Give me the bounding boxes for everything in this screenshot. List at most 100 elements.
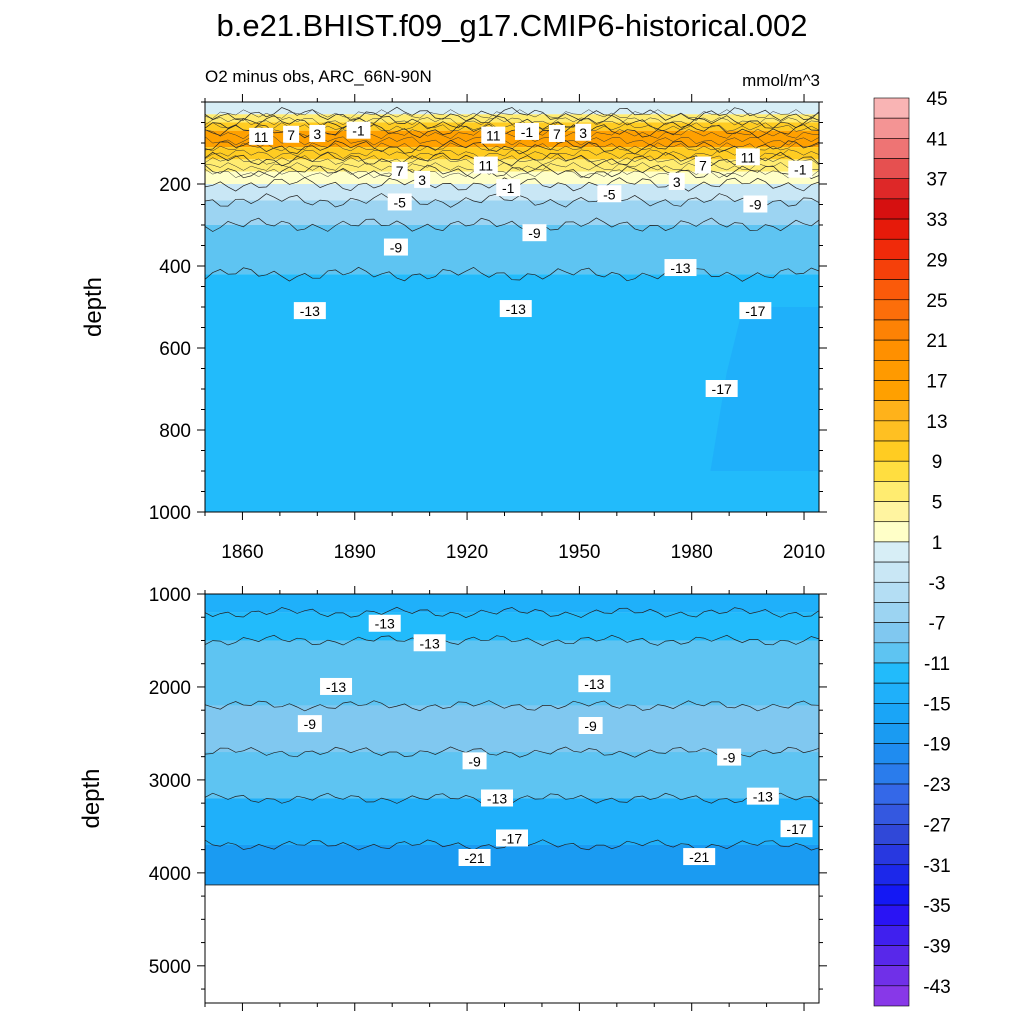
colorbar-swatch [873, 380, 910, 401]
colorbar-tick-label: -31 [923, 856, 950, 877]
colorbar-swatch [873, 420, 910, 442]
contour-label: -1 [788, 160, 813, 178]
colorbar-swatch [873, 238, 910, 260]
contour-label-box [683, 848, 716, 866]
contour-label-text: 11 [741, 149, 756, 165]
contour-label: -17 [739, 302, 772, 320]
contour-line [205, 155, 819, 166]
panel-frame [204, 593, 820, 1004]
contour-label-text: 3 [313, 126, 321, 142]
colorbar-swatch [873, 743, 910, 765]
colorbar-swatch [873, 581, 910, 603]
contour-label: -9 [522, 224, 547, 242]
contour-label: -13 [664, 259, 697, 277]
contour-label: 11 [735, 148, 760, 166]
y-tick-label: 200 [159, 175, 191, 196]
contour-label: -9 [297, 715, 322, 733]
contour-line [205, 122, 819, 132]
contour-label-text: -9 [723, 750, 736, 766]
contour-label: -13 [293, 302, 326, 320]
y-axis-label: depth [80, 277, 107, 337]
colorbar-swatch [873, 662, 910, 684]
y-tick-label: 400 [159, 257, 191, 278]
contour-label: -13 [746, 787, 779, 805]
colorbar-swatch [873, 360, 910, 381]
contour-line [205, 149, 819, 159]
contour-label: -21 [683, 848, 716, 866]
colorbar-tick-label: -35 [923, 896, 950, 917]
contour-label-box [346, 121, 371, 139]
contour-line [205, 162, 819, 171]
contour-label-box [481, 126, 506, 144]
contour-label-box [309, 124, 326, 142]
contour-label-box [717, 748, 742, 766]
contour-label: -5 [387, 193, 412, 211]
contour-line [205, 168, 819, 179]
colorbar-swatch [873, 400, 910, 422]
contour-line [205, 164, 819, 180]
colorbar-tick-label: 29 [926, 250, 947, 271]
colorbar-swatch [873, 521, 910, 543]
colorbar-swatch [873, 985, 910, 1007]
contour-band [205, 594, 819, 613]
colorbar-tick-label: -3 [929, 573, 946, 594]
x-tick-label: 1860 [221, 542, 263, 563]
colorbar-swatch [873, 924, 910, 946]
contour-region [710, 307, 819, 471]
contour-label: -1 [496, 179, 521, 197]
contour-band [205, 705, 819, 753]
contour-label-text: 3 [673, 174, 681, 190]
contour-label-text: -9 [390, 240, 403, 256]
colorbar-swatch [873, 198, 910, 220]
contour-label-text: -13 [584, 676, 604, 692]
colorbar-tick-label: 37 [926, 170, 947, 191]
contour-label: -9 [578, 716, 603, 734]
contour-line [205, 128, 819, 140]
contour-line [205, 746, 819, 758]
colorbar-tick-label: -27 [923, 815, 950, 836]
no-data-area [205, 884, 819, 1003]
contour-label-box [739, 302, 772, 320]
x-tick-label: 1920 [446, 542, 488, 563]
contour-label-text: -13 [670, 260, 690, 276]
contour-label-text: 3 [579, 125, 587, 141]
colorbar-tick-label: 9 [932, 452, 943, 473]
contour-label: -9 [383, 238, 408, 256]
contour-label-text: 3 [418, 172, 426, 188]
colorbar-tick-label: 33 [926, 210, 947, 231]
contour-label-text: -1 [794, 162, 807, 178]
colorbar-tick-label: 25 [926, 291, 947, 312]
contour-line [205, 139, 819, 155]
contour-line [205, 142, 819, 152]
contour-line [205, 117, 819, 126]
contour-label-box [597, 185, 622, 203]
contour-label: -21 [458, 848, 491, 866]
contour-label-text: -1 [352, 123, 365, 139]
contour-label: 3 [414, 170, 431, 188]
y-tick-label: 5000 [149, 957, 191, 978]
colorbar-tick-label: -23 [923, 775, 950, 796]
x-tick-label: 1980 [671, 542, 713, 563]
contour-label-box [575, 123, 592, 141]
colorbar-swatch [873, 158, 910, 180]
y-tick-label: 3000 [149, 771, 191, 792]
x-tick-label: 1950 [558, 542, 600, 563]
contour-label: -13 [578, 675, 611, 693]
contour-label-box [548, 124, 565, 142]
contour-line [205, 136, 819, 146]
contour-label: -17 [705, 380, 738, 397]
contour-label-box [383, 238, 408, 256]
colorbar-swatch [873, 138, 910, 159]
y-tick-label: 2000 [149, 678, 191, 699]
colorbar-swatch [873, 602, 910, 623]
colorbar-swatch [873, 259, 910, 280]
contour-label-text: -17 [786, 821, 806, 837]
contour-label: 11 [473, 156, 498, 174]
colorbar-swatch [873, 824, 910, 845]
colorbar-tick-label: -43 [923, 977, 950, 998]
x-tick-label: 2010 [783, 542, 825, 563]
colorbar-swatch [873, 763, 910, 785]
contour-band [205, 147, 819, 160]
contour-label-text: -9 [304, 716, 317, 732]
